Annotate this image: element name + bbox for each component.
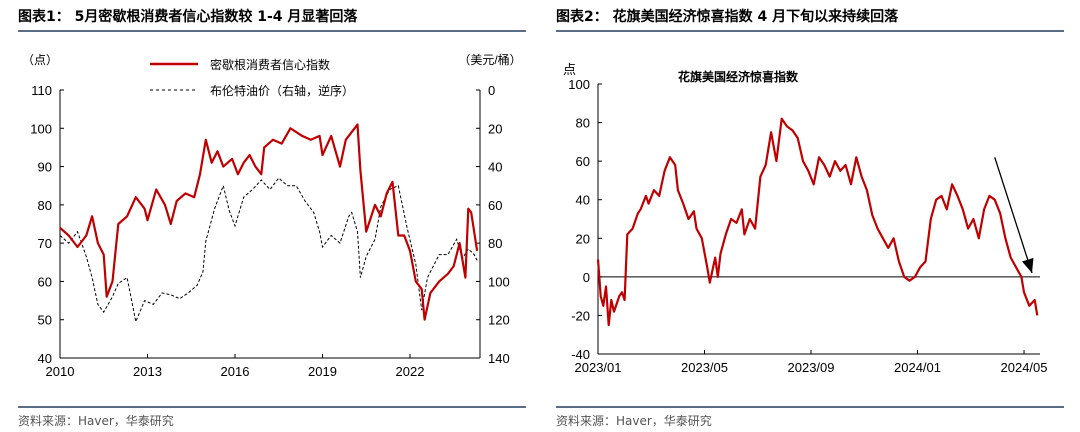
series-line-surprise-index <box>596 117 1039 327</box>
right-y-tick-label: 20 <box>488 121 502 136</box>
left-axis-unit: （点） <box>22 53 58 67</box>
right-chart-title: 图表2： 花旗美国经济惊喜指数 4 月下旬以来持续回落 <box>556 9 899 25</box>
right-y-tick-label: 0 <box>488 83 495 98</box>
surprise-index-chart: -40 -20 0 20 40 60 80 100 2023/01 2023/05 2023/09 2… <box>563 62 1048 375</box>
x-tick-label: 2023/01 <box>575 360 622 375</box>
left-top-rule <box>18 30 526 32</box>
y-tick-label: 20 <box>576 231 590 246</box>
left-y-tick-label: 50 <box>38 313 52 328</box>
x-tick-label: 2023/09 <box>788 360 835 375</box>
left-y-tick-label: 110 <box>31 83 52 98</box>
y-tick-label: 0 <box>583 270 590 285</box>
x-tick-label: 2019 <box>308 364 337 379</box>
left-y-tick-label: 80 <box>38 198 52 213</box>
left-panel: 图表1： 5月密歇根消费者信心指数较 1-4 月显著回落 40 50 60 70 80 9… <box>10 0 530 432</box>
x-tick-label: 2016 <box>221 364 250 379</box>
trend-arrow-head <box>1022 257 1034 273</box>
right-y-tick-label: 80 <box>488 236 502 251</box>
left-y-tick-label: 100 <box>30 121 52 136</box>
left-chart-title: 图表1： 5月密歇根消费者信心指数较 1-4 月显著回落 <box>18 9 358 25</box>
x-tick-label: 2022 <box>396 364 425 379</box>
right-y-tick-label: 40 <box>488 160 502 175</box>
right-y-tick-label: 140 <box>488 351 510 366</box>
right-axis-unit: （美元/桶） <box>458 52 521 67</box>
x-tick-label: 2023/05 <box>681 360 728 375</box>
y-tick-label: 80 <box>576 116 590 131</box>
right-bottom-rule <box>556 406 1064 408</box>
x-tick-label: 2010 <box>46 364 75 379</box>
legend-label-brent: 布伦特油价（右轴，逆序） <box>210 83 354 98</box>
right-panel: 图表2： 花旗美国经济惊喜指数 4 月下旬以来持续回落 -40 -20 0 20 40 6… <box>548 0 1068 432</box>
right-y-tick-label: 100 <box>488 274 510 289</box>
consumer-sentiment-chart: 40 50 60 70 80 90 100 110 0 20 40 60 80 100 120 140 2010… <box>22 52 522 379</box>
left-y-tick-label: 70 <box>38 236 52 251</box>
trend-arrow-shaft <box>994 157 1033 274</box>
y-axis-label: 点 <box>563 62 576 77</box>
right-y-tick-label: 60 <box>488 198 502 213</box>
x-tick-label: 2024/05 <box>1001 360 1048 375</box>
right-top-rule <box>556 30 1064 32</box>
y-tick-label: -20 <box>571 308 590 323</box>
right-source-note: 资料来源：Haver，华泰研究 <box>556 414 712 428</box>
left-bottom-rule <box>18 406 526 408</box>
left-y-tick-label: 90 <box>38 160 52 175</box>
left-source-note: 资料来源：Haver，华泰研究 <box>18 414 174 428</box>
y-tick-label: 100 <box>568 77 590 92</box>
y-tick-label: 40 <box>576 193 590 208</box>
legend-label-sentiment: 密歇根消费者信心指数 <box>210 57 330 72</box>
y-tick-label: -40 <box>571 347 590 362</box>
x-tick-label: 2024/01 <box>894 360 941 375</box>
series-line-brent <box>59 177 478 324</box>
left-y-tick-label: 40 <box>38 351 52 366</box>
y-tick-label: 60 <box>576 154 590 169</box>
series-line-sentiment <box>59 123 479 321</box>
chart-inner-title: 花旗美国经济惊喜指数 <box>678 69 799 84</box>
x-tick-label: 2013 <box>133 364 162 379</box>
right-y-tick-label: 120 <box>488 313 510 328</box>
left-y-tick-label: 60 <box>38 274 52 289</box>
